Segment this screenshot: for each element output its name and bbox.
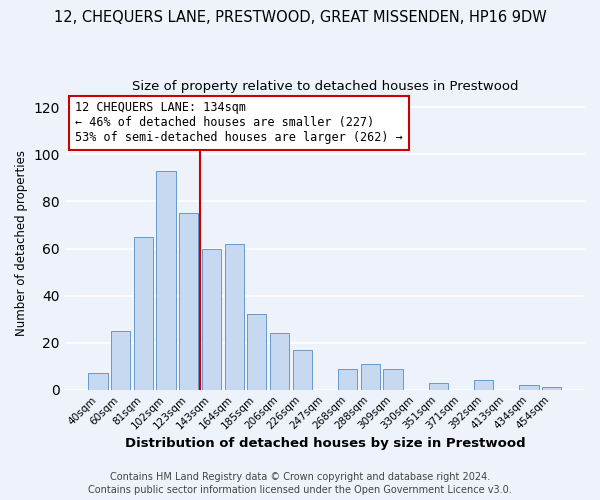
- Y-axis label: Number of detached properties: Number of detached properties: [15, 150, 28, 336]
- Bar: [520, 385, 539, 390]
- Bar: [428, 382, 448, 390]
- X-axis label: Distribution of detached houses by size in Prestwood: Distribution of detached houses by size …: [125, 437, 525, 450]
- Text: Contains HM Land Registry data © Crown copyright and database right 2024.
Contai: Contains HM Land Registry data © Crown c…: [88, 472, 512, 495]
- Bar: [224, 244, 244, 390]
- Bar: [361, 364, 380, 390]
- Bar: [474, 380, 493, 390]
- Bar: [293, 350, 312, 390]
- Bar: [383, 368, 403, 390]
- Title: Size of property relative to detached houses in Prestwood: Size of property relative to detached ho…: [131, 80, 518, 93]
- Bar: [134, 237, 153, 390]
- Bar: [157, 171, 176, 390]
- Bar: [88, 374, 108, 390]
- Bar: [247, 314, 266, 390]
- Bar: [542, 388, 562, 390]
- Bar: [270, 333, 289, 390]
- Bar: [202, 248, 221, 390]
- Bar: [338, 368, 357, 390]
- Bar: [179, 213, 199, 390]
- Text: 12, CHEQUERS LANE, PRESTWOOD, GREAT MISSENDEN, HP16 9DW: 12, CHEQUERS LANE, PRESTWOOD, GREAT MISS…: [53, 10, 547, 25]
- Text: 12 CHEQUERS LANE: 134sqm
← 46% of detached houses are smaller (227)
53% of semi-: 12 CHEQUERS LANE: 134sqm ← 46% of detach…: [75, 102, 403, 144]
- Bar: [111, 331, 130, 390]
